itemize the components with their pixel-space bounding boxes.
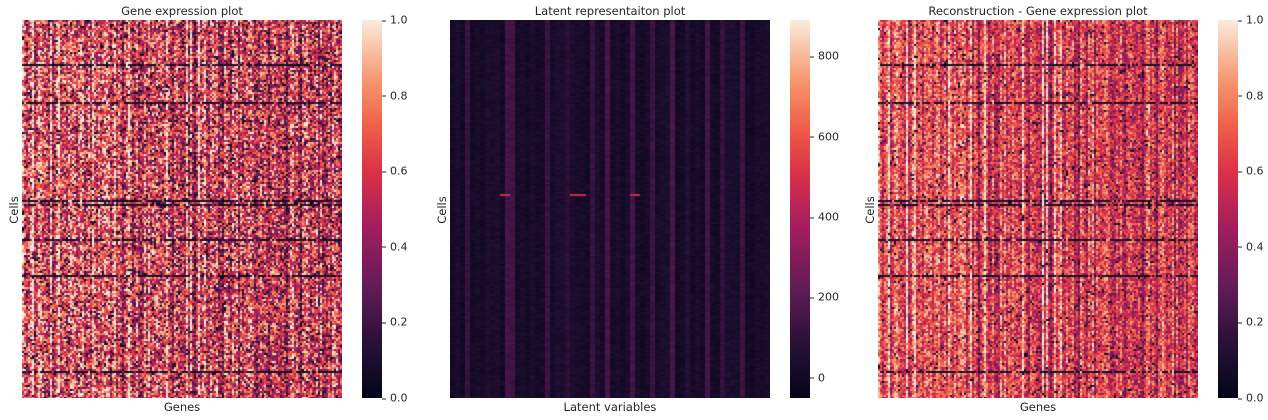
y-axis-label: Cells [435,196,449,224]
colorbar-tick-label: 1.0 [1238,14,1264,27]
colorbar-ticks: 0.0 0.2 0.4 0.6 0.8 1.0 [382,14,422,405]
colorbar-tick-label: 200 [810,291,839,304]
colorbar-tick-label: 0.2 [382,316,408,329]
chart-panel-gene-expression: Gene expression plot Cells 0.0 0.2 0.4 0.6 0… [0,0,420,420]
chart-title: Reconstruction - Gene expression plot [928,4,1148,18]
colorbar-tick-label: 0.6 [382,165,408,178]
colorbar [1218,20,1238,398]
colorbar-tick-label: 0.2 [1238,316,1264,329]
colorbar-tick-label: 800 [810,50,839,63]
colorbar-tick-label: 600 [810,130,839,143]
chart-panel-latent: Latent representaiton plot Cells 0 200 400… [428,0,848,420]
colorbar-ticks: 0.0 0.2 0.4 0.6 0.8 1.0 [1238,14,1268,405]
colorbar-tick-label: 0.8 [1238,89,1264,102]
chart-title: Gene expression plot [121,4,243,18]
colorbar-tick-label: 0.0 [1238,392,1264,405]
chart-panel-reconstruction: Reconstruction - Gene expression plot Ce… [856,0,1268,420]
x-axis-label: Genes [1019,400,1057,414]
heatmap-reconstruction [878,20,1198,398]
colorbar-tick-label: 0.4 [1238,240,1264,253]
y-axis-label: Cells [7,196,21,224]
colorbar-tick-label: 1.0 [382,14,408,27]
y-axis-label: Cells [863,196,877,224]
colorbar-tick-label: 400 [810,211,839,224]
colorbar [790,20,810,398]
heatmap-gene-expression [22,20,342,398]
x-axis-label: Latent variables [563,400,657,414]
chart-title: Latent representaiton plot [534,4,686,18]
colorbar-tick-label: 0.6 [1238,165,1264,178]
colorbar-ticks: 0 200 400 600 800 [810,20,850,398]
colorbar-tick-label: 0.8 [382,89,408,102]
colorbar [362,20,382,398]
heatmap-latent [450,20,770,398]
x-axis-label: Genes [163,400,201,414]
colorbar-tick-label: 0.0 [382,392,408,405]
colorbar-tick-label: 0.4 [382,240,408,253]
colorbar-tick-label: 0 [810,371,825,384]
